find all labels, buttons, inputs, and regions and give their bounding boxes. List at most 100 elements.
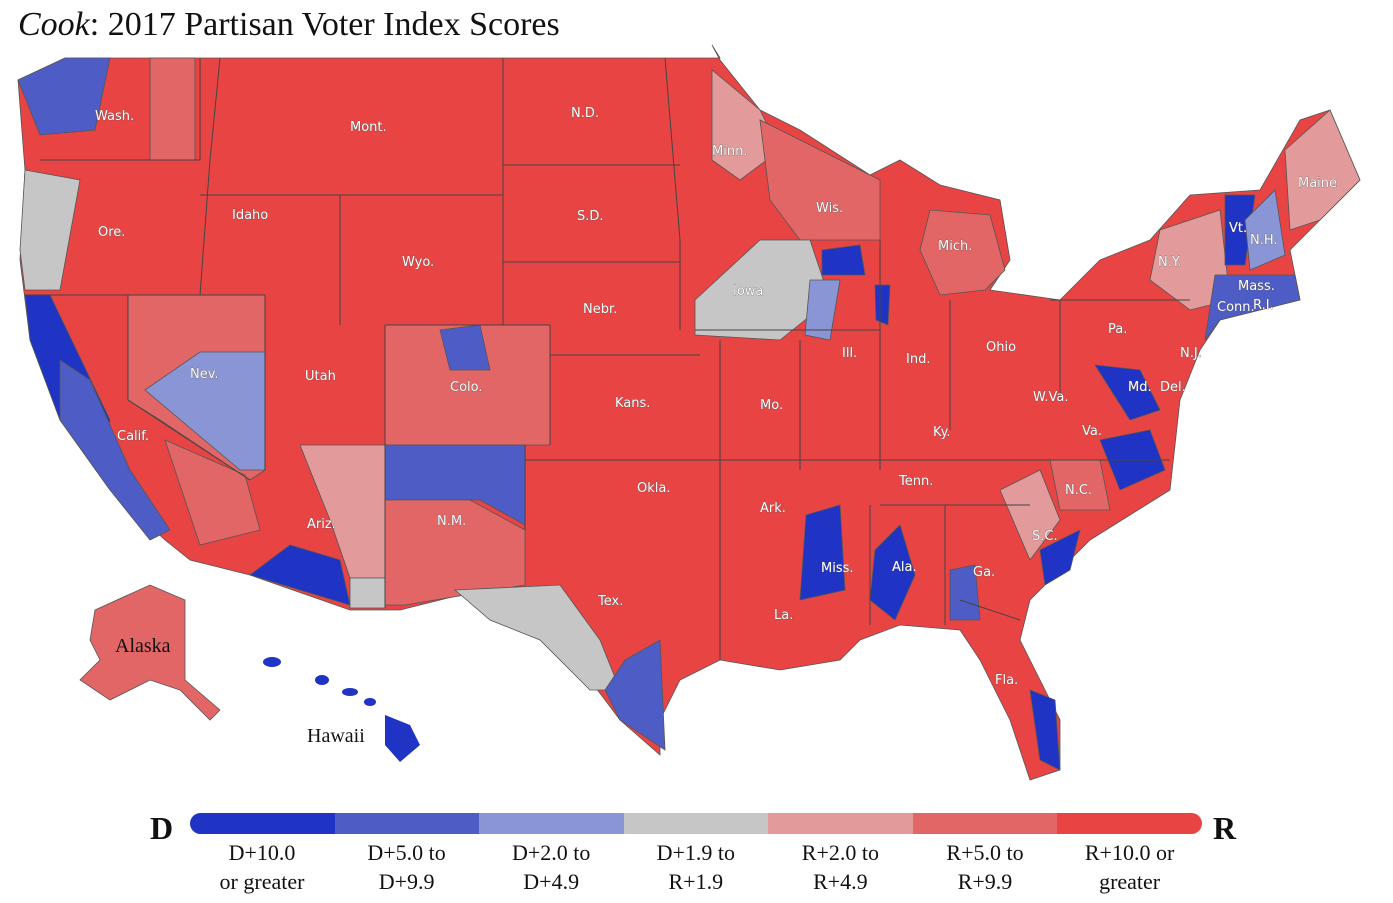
state-label: Ga. bbox=[973, 565, 995, 580]
district-r5 bbox=[164, 439, 261, 546]
alaska-shape bbox=[79, 584, 221, 721]
state-label: Ind. bbox=[906, 352, 930, 367]
state-label: Okla. bbox=[637, 481, 670, 496]
state-label: R.I. bbox=[1253, 298, 1274, 313]
map-title: Cook: 2017 Partisan Voter Index Scores bbox=[18, 6, 560, 44]
state-label: Colo. bbox=[450, 380, 483, 395]
state-label: Mich. bbox=[938, 239, 972, 254]
district-d10 bbox=[874, 284, 891, 326]
state-label: Va. bbox=[1082, 424, 1102, 439]
district-d10 bbox=[799, 504, 846, 601]
district-r5 bbox=[759, 119, 881, 241]
district-d5 bbox=[59, 359, 171, 541]
state-borders bbox=[25, 57, 1190, 660]
district-d2 bbox=[1244, 189, 1286, 271]
legend-swatch bbox=[623, 813, 769, 834]
legend-swatch bbox=[912, 813, 1058, 834]
state-label: N.H. bbox=[1250, 233, 1278, 248]
district-d5 bbox=[949, 564, 981, 621]
state-label: Nev. bbox=[190, 367, 219, 382]
district-even bbox=[349, 577, 386, 609]
district-d2 bbox=[804, 279, 841, 341]
legend-swatch bbox=[479, 813, 624, 834]
state-label: Iowa bbox=[733, 284, 763, 299]
state-label: N.C. bbox=[1065, 483, 1092, 498]
district-d10 bbox=[249, 544, 351, 606]
legend-caption-line1: D+1.9 to bbox=[656, 840, 735, 865]
legend-caption: D+1.9 to R+1.9 bbox=[621, 838, 771, 896]
state-label: Wyo. bbox=[402, 255, 434, 270]
state-label: Minn. bbox=[712, 144, 747, 159]
district-r5 bbox=[149, 57, 196, 161]
legend-swatch bbox=[768, 813, 913, 834]
state-label: Ky. bbox=[933, 425, 951, 440]
legend-caption-line2: R+4.9 bbox=[813, 869, 868, 894]
state-label: Ore. bbox=[98, 225, 125, 240]
state-label: Nebr. bbox=[583, 302, 617, 317]
hawaii-shapes bbox=[263, 657, 420, 762]
district-d10 bbox=[1039, 529, 1081, 586]
legend-caption-line2: R+9.9 bbox=[957, 869, 1013, 894]
state-label: Idaho bbox=[232, 208, 268, 223]
district-d5 bbox=[1204, 274, 1301, 341]
legend-caption-line2: or greater bbox=[219, 869, 305, 894]
state-label: W.Va. bbox=[1033, 390, 1068, 405]
legend-caption-line1: D+10.0 bbox=[228, 840, 296, 865]
district-d10 bbox=[1094, 364, 1161, 421]
state-label: Mo. bbox=[760, 398, 783, 413]
state-label: La. bbox=[774, 608, 793, 623]
state-label: Hawaii bbox=[307, 725, 365, 747]
state-label: Tenn. bbox=[898, 474, 933, 489]
state-label: Kans. bbox=[615, 396, 650, 411]
state-label: N.J. bbox=[1180, 346, 1202, 361]
district-d5 bbox=[439, 324, 491, 371]
legend-caption: R+10.0 or greater bbox=[1055, 838, 1205, 896]
state-label: S.C. bbox=[1032, 529, 1058, 544]
state-label: Ala. bbox=[892, 560, 917, 575]
legend-caption-line2: R+1.9 bbox=[668, 869, 724, 894]
district-r2 bbox=[999, 469, 1061, 561]
state-label: Alaska bbox=[115, 635, 171, 657]
legend-caption: D+5.0 to D+9.9 bbox=[332, 838, 482, 896]
state-label: Wash. bbox=[95, 109, 134, 124]
district-d10 bbox=[821, 244, 866, 276]
legend-caption-line2: D+4.9 bbox=[523, 869, 580, 894]
state-label: Conn. bbox=[1217, 300, 1255, 315]
title-source: Cook bbox=[18, 6, 90, 43]
district-r2 bbox=[711, 69, 781, 181]
legend-color-bar bbox=[190, 813, 1202, 834]
state-label: Del. bbox=[1160, 380, 1186, 395]
state-label: Md. bbox=[1128, 380, 1152, 395]
district-d5 bbox=[17, 57, 111, 136]
state-label: Vt. bbox=[1229, 221, 1247, 236]
legend-caption: D+2.0 to D+4.9 bbox=[476, 838, 626, 896]
state-label: Mont. bbox=[350, 120, 387, 135]
state-label: Ill. bbox=[842, 346, 857, 361]
state-label: Tex. bbox=[597, 594, 623, 609]
state-label: Ohio bbox=[986, 340, 1016, 355]
district-even bbox=[19, 169, 81, 291]
state-label: Ariz. bbox=[307, 517, 336, 532]
legend-caption-line1: D+5.0 to bbox=[367, 840, 446, 865]
title-text: : 2017 Partisan Voter Index Scores bbox=[89, 6, 560, 43]
state-label: N.M. bbox=[437, 514, 466, 529]
state-label: Pa. bbox=[1108, 322, 1127, 337]
legend-caption: D+10.0 or greater bbox=[187, 838, 337, 896]
district-d10 bbox=[869, 524, 916, 621]
legend-r-label: R bbox=[1213, 810, 1237, 846]
state-label: S.D. bbox=[577, 209, 604, 224]
district-r5 bbox=[919, 209, 1006, 296]
legend-d-label: D bbox=[150, 810, 174, 846]
legend-caption-line2: D+9.9 bbox=[378, 869, 435, 894]
legend-caption-line1: D+2.0 to bbox=[511, 840, 591, 865]
legend-caption-line1: R+10.0 or bbox=[1084, 840, 1175, 865]
district-r2 bbox=[1284, 109, 1361, 231]
state-label: N.D. bbox=[571, 106, 599, 121]
state-label: Miss. bbox=[821, 561, 854, 576]
district-d10 bbox=[1029, 689, 1061, 771]
legend-swatch bbox=[190, 813, 335, 834]
state-label: Ark. bbox=[760, 501, 786, 516]
legend-swatch bbox=[334, 813, 480, 834]
legend-caption: R+5.0 to R+9.9 bbox=[910, 838, 1060, 896]
